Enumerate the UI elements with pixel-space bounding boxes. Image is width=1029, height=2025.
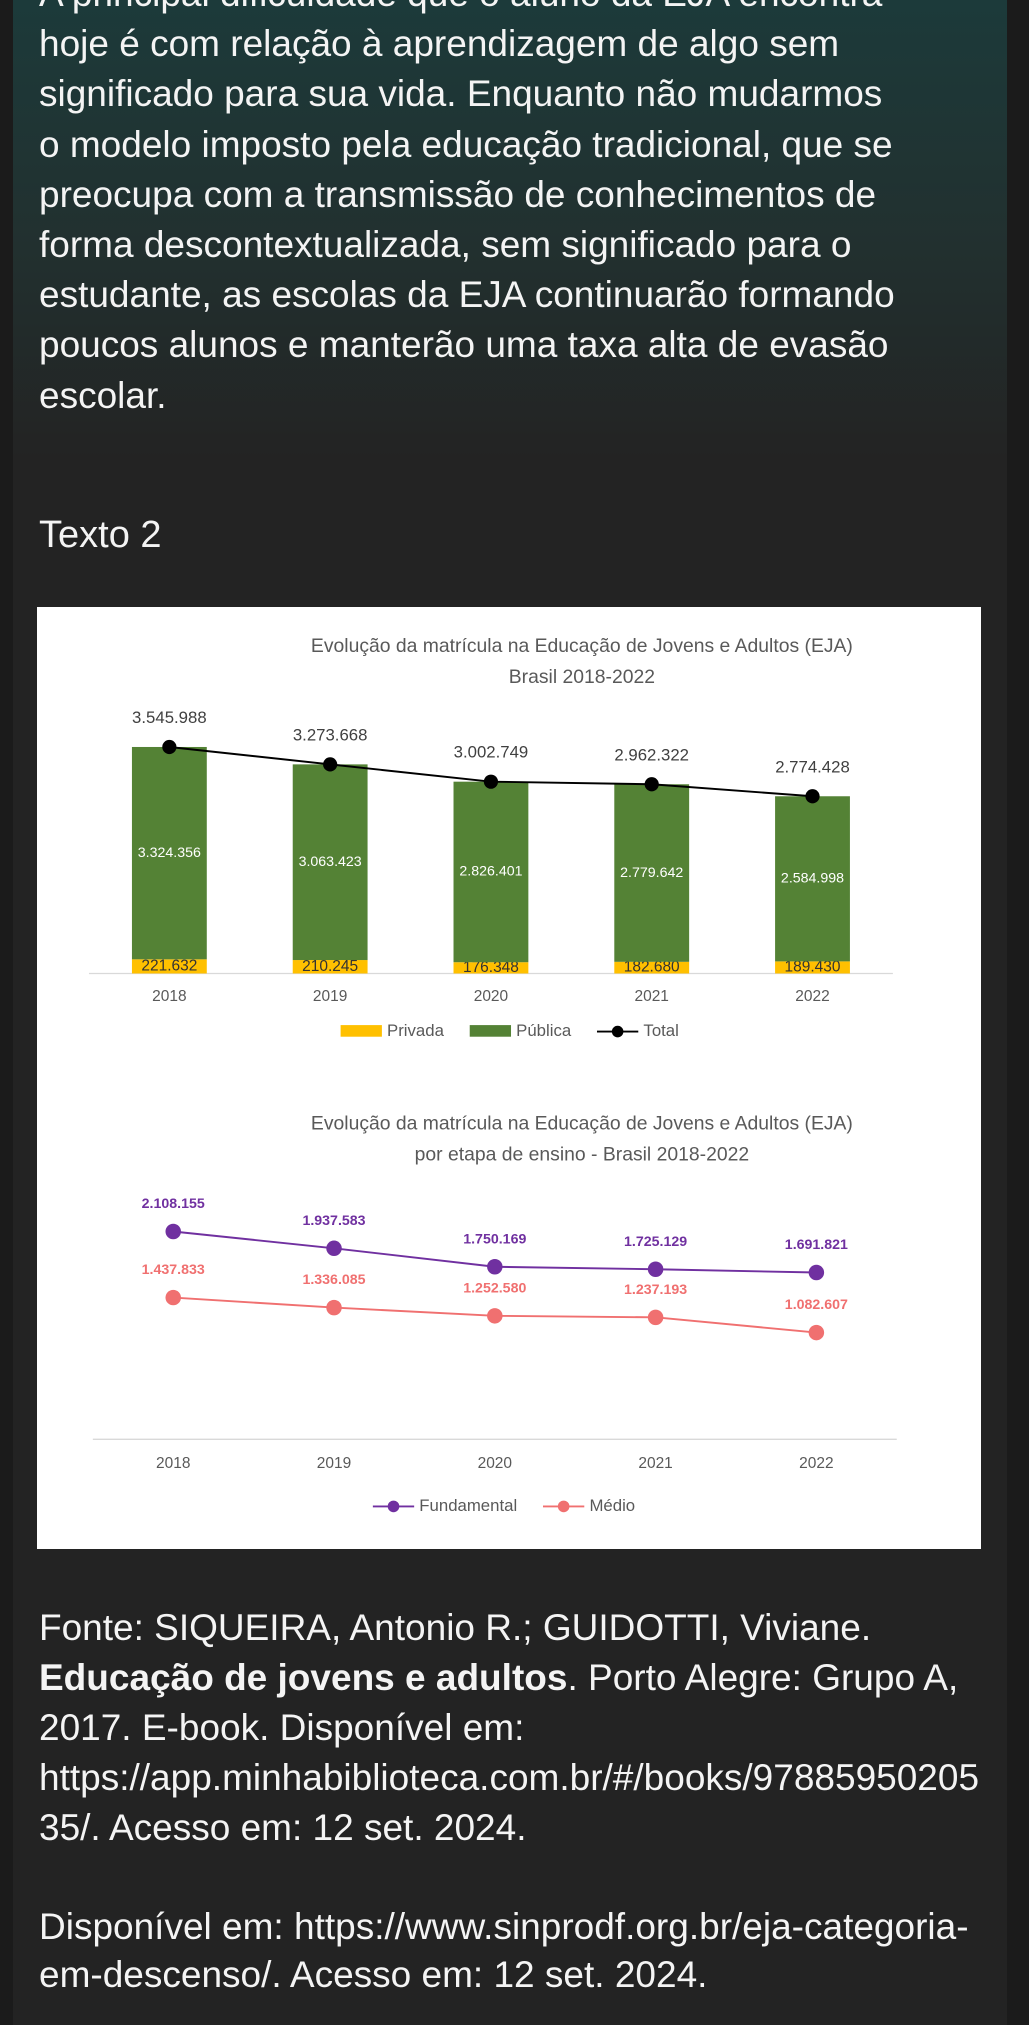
paragraph-line: escolar. [39, 374, 167, 416]
legend-label: Pública [516, 1021, 572, 1040]
legend-swatch [340, 1025, 382, 1037]
data-label: 182.680 [624, 959, 680, 976]
data-label: 210.245 [302, 958, 358, 975]
bar-segment [775, 796, 850, 962]
data-label: 2.779.642 [620, 865, 683, 881]
x-tick-label: 2022 [799, 1455, 833, 1472]
source-title: Educação de jovens e adultos [39, 1657, 568, 1698]
chart-subtitle: Brasil 2018-2022 [509, 666, 655, 688]
legend-label: Fundamental [419, 1496, 517, 1515]
bar-segment [453, 781, 529, 963]
x-tick-label: 2018 [156, 1455, 190, 1472]
data-label: 1.082.607 [785, 1297, 848, 1313]
bar-segment [614, 961, 690, 974]
data-label: 1.252.580 [463, 1280, 526, 1296]
data-label: 1.750.169 [463, 1231, 526, 1247]
point [165, 1289, 181, 1306]
x-tick-label: 2020 [474, 988, 508, 1005]
paragraph-line: poucos alunos e manterão uma taxa alta d… [39, 324, 889, 366]
data-label: 3.273.668 [293, 725, 368, 744]
paragraph-line: hoje é com relação à aprendizagem de alg… [39, 23, 840, 65]
point [162, 739, 177, 755]
point [805, 789, 820, 804]
paragraph-line: significado para sua vida. Enquanto não … [39, 73, 883, 115]
paragraph-line: forma descontextualizada, sem significad… [39, 224, 852, 266]
legend-swatch [557, 1500, 570, 1513]
point [808, 1264, 825, 1281]
legend-swatch [611, 1025, 624, 1038]
chart-title: Evolução da matrícula na Educação de Jov… [311, 1113, 853, 1135]
bar-segment [775, 961, 850, 974]
paragraph-line: o modelo imposto pela educação tradicion… [39, 123, 893, 165]
paragraph-line: preocupa com a transmissão de conhecimen… [39, 173, 877, 215]
point [808, 1324, 825, 1341]
x-tick-label: 2022 [795, 988, 829, 1005]
bar-segment [131, 959, 207, 974]
x-tick-label: 2019 [313, 988, 347, 1005]
source-citation: Fonte: SIQUEIRA, Antonio R.; GUIDOTTI, V… [39, 1603, 989, 1853]
bar-segment [131, 746, 207, 960]
paragraph-line: estudante, as escolas da EJA continuarão… [39, 274, 895, 316]
paragraph-line: A principal dificuldade que o aluno da E… [39, 0, 895, 19]
data-label: 3.545.988 [132, 708, 207, 727]
data-label: 2.584.998 [781, 871, 844, 887]
charts: Evolução da matrícula na Educação de Jov… [88, 635, 897, 1515]
source-text: . Porto Alegre: Grupo A, 2017. E-book. D… [39, 1657, 980, 1848]
data-label: 1.691.821 [785, 1237, 848, 1253]
heading: Texto 2 [39, 514, 162, 556]
source-text: Fonte: SIQUEIRA, Antonio R.; GUIDOTTI, V… [39, 1607, 872, 1648]
paragraph: A principal dificuldade que o aluno da E… [39, 0, 895, 421]
point [323, 757, 338, 772]
point [647, 1309, 664, 1326]
data-label: 1.237.193 [624, 1282, 687, 1298]
x-tick-label: 2021 [638, 1455, 672, 1472]
data-label: 1.437.833 [142, 1262, 205, 1278]
data-label: 3.063.423 [299, 854, 362, 870]
data-label: 189.430 [785, 959, 841, 976]
x-tick-label: 2021 [635, 988, 669, 1005]
point [326, 1299, 342, 1316]
data-label: 1.725.129 [624, 1234, 687, 1250]
bar-segment [292, 764, 368, 961]
point [487, 1259, 503, 1275]
data-label: 1.336.085 [302, 1272, 365, 1288]
data-label: 2.108.155 [142, 1196, 205, 1212]
x-tick-label: 2020 [478, 1455, 512, 1472]
point [483, 774, 499, 789]
chart-title: Evolução da matrícula na Educação de Jov… [311, 635, 853, 657]
point [326, 1240, 342, 1257]
availability: Disponível em: https://www.sinprodf.org.… [39, 1906, 969, 1995]
x-tick-label: 2018 [152, 988, 186, 1005]
data-label: 3.324.356 [138, 845, 201, 861]
data-label: 2.962.322 [614, 745, 689, 764]
legend-label: Médio [589, 1496, 635, 1515]
data-label: 221.632 [141, 957, 197, 974]
data-label: 3.002.749 [454, 743, 529, 762]
chart-subtitle: por etapa de ensino - Brasil 2018-2022 [415, 1144, 749, 1166]
point [487, 1308, 503, 1324]
bar-segment [614, 784, 690, 962]
chart-image: Evolução da matrícula na Educação de Jov… [37, 607, 981, 1549]
legend-label: Total [643, 1021, 678, 1040]
legend-swatch [469, 1025, 512, 1037]
data-label: 1.937.583 [302, 1213, 365, 1229]
legend-swatch [387, 1500, 400, 1513]
point [165, 1223, 181, 1240]
x-tick-label: 2019 [317, 1455, 351, 1472]
point [644, 777, 659, 792]
bar-segment [292, 960, 368, 974]
bar-segment [453, 962, 529, 974]
data-label: 176.348 [463, 959, 519, 976]
data-label: 2.826.401 [459, 864, 522, 880]
data-label: 2.774.428 [775, 757, 850, 776]
point [647, 1261, 664, 1277]
legend-label: Privada [387, 1021, 445, 1040]
